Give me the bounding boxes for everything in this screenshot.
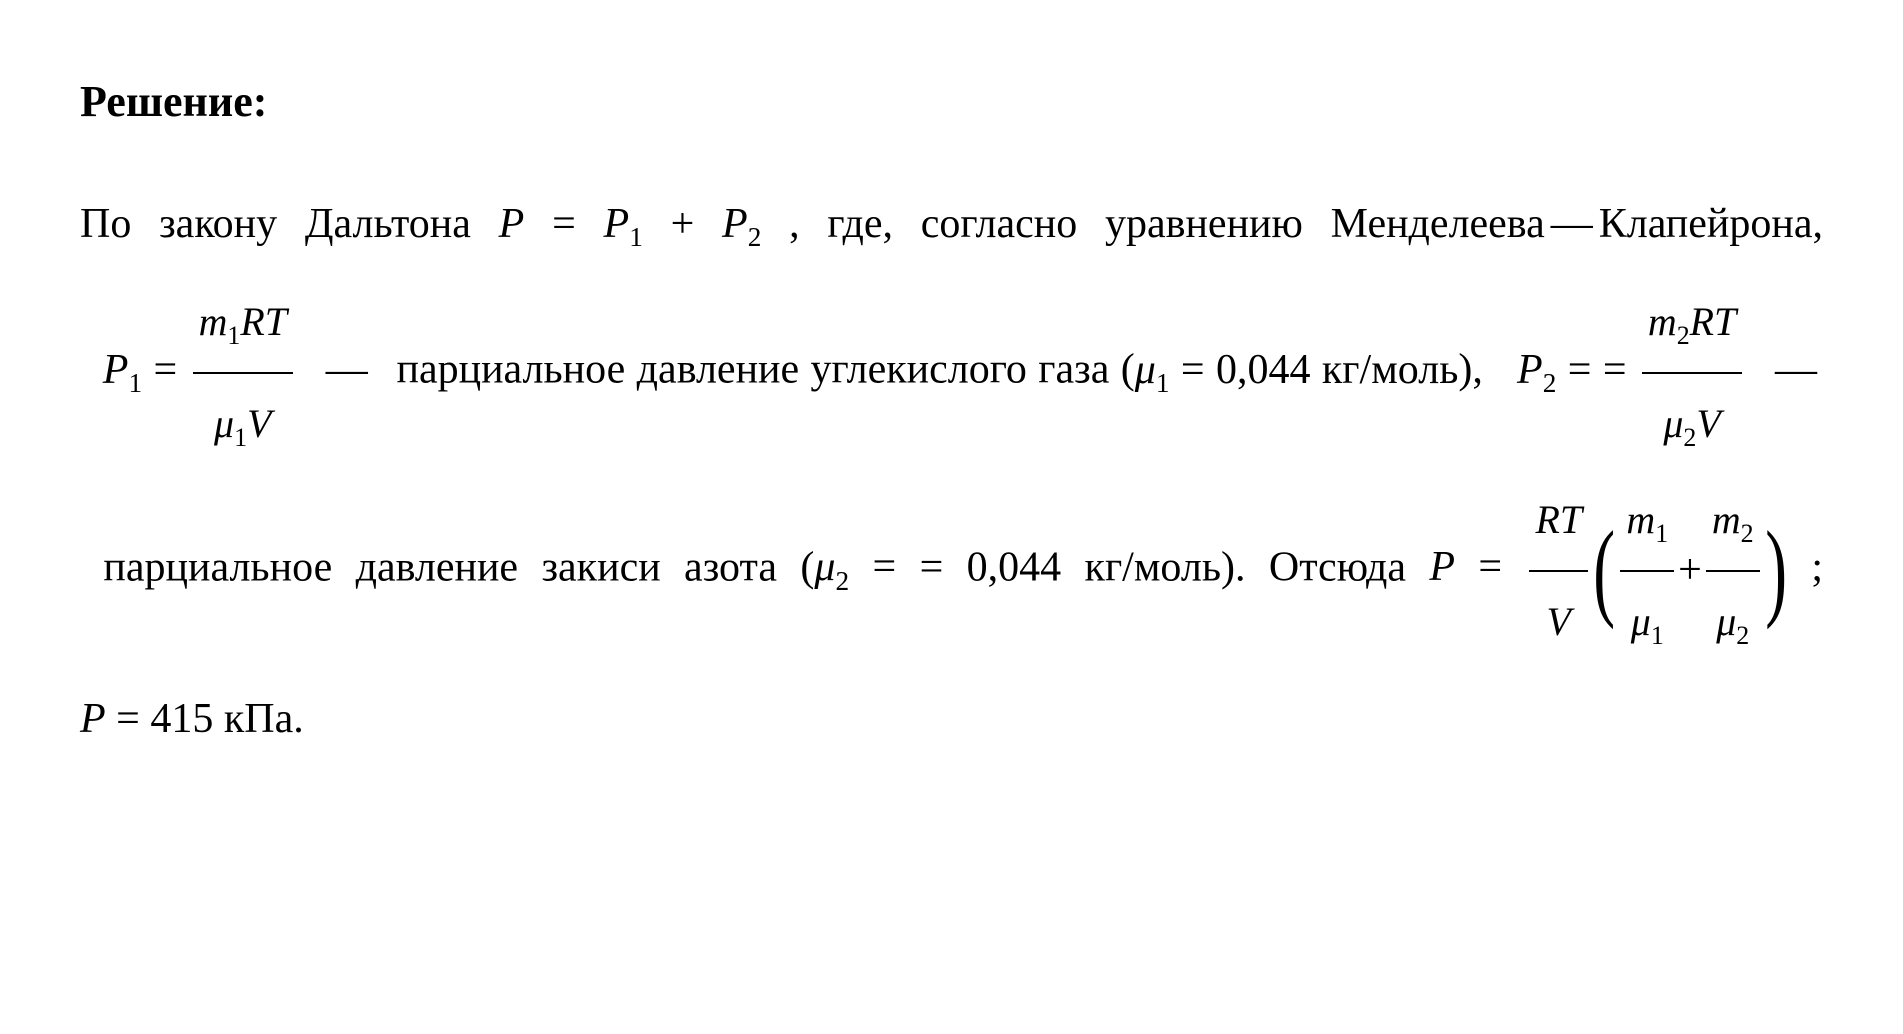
semicolon: ; — [1788, 544, 1823, 590]
text-fragment: парциальное давление закиси азота ( — [103, 544, 814, 590]
equation-p2-cont: = m2RTμ2V — [1603, 347, 1746, 393]
subscript-1: 1 — [1651, 621, 1664, 650]
equation-final: P = RTV(m1μ1 + m2μ2) — [1429, 544, 1788, 590]
denominator: μ2 — [1706, 572, 1760, 670]
subscript-2: 2 — [1543, 368, 1557, 398]
result-value: 415 кПа. — [150, 696, 303, 742]
var-mu: μ — [1135, 347, 1156, 393]
subscript-2: 2 — [748, 222, 762, 252]
var-R: R — [1690, 299, 1714, 344]
var-m: m — [1626, 497, 1655, 542]
equals: = — [142, 347, 188, 393]
equation-p2-start: P2 = — [1517, 347, 1591, 393]
equation-p1: P1 = m1RTμ1V — [103, 347, 297, 393]
equals: = — [1556, 347, 1591, 393]
solution-body: По закону Дальтона P = P1 + P2 , где, со… — [80, 174, 1823, 771]
var-V: V — [1696, 401, 1720, 446]
bracket-group: (m1μ1 + m2μ2) — [1592, 472, 1788, 670]
fraction-m2-mu2: m2μ2 — [1706, 472, 1760, 670]
var-P: P — [1429, 544, 1455, 590]
subscript-2: 2 — [1683, 423, 1696, 452]
value: 0,044 кг/моль — [967, 544, 1221, 590]
var-mu: μ — [214, 401, 234, 446]
text-fragment: По закону Дальтона — [80, 201, 499, 247]
mu2-value-cont: = 0,044 кг/моль — [920, 544, 1221, 590]
text-fragment: , где, согласно уравнению Менделеева — [761, 201, 1544, 247]
equals: = — [920, 544, 967, 590]
right-paren-icon: ) — [1765, 543, 1787, 598]
emdash: — — [1775, 320, 1817, 421]
subscript-1: 1 — [1655, 519, 1668, 548]
var-V: V — [247, 401, 271, 446]
mu2-value-start: μ2 = — [814, 544, 896, 590]
var-P2: P — [1517, 347, 1543, 393]
var-mu: μ — [1631, 599, 1651, 644]
solution-heading: Решение: — [80, 60, 1823, 144]
var-P1: P — [103, 347, 129, 393]
equals: = — [524, 201, 603, 247]
equals: = — [1170, 347, 1216, 393]
equals: = — [849, 544, 896, 590]
fraction-RT-V: RT V — [1529, 472, 1588, 670]
numerator: RT — [1529, 472, 1588, 572]
plus: + — [1678, 520, 1702, 621]
subscript-2: 2 — [1736, 621, 1749, 650]
fraction: m1RTμ1V — [193, 274, 293, 472]
var-m: m — [1712, 497, 1741, 542]
denominator: μ2V — [1642, 374, 1742, 472]
emdash: — — [326, 320, 368, 421]
fraction-m1-mu1: m1μ1 — [1620, 472, 1674, 670]
var-mu: μ — [1716, 599, 1736, 644]
subscript-2: 2 — [1677, 321, 1690, 350]
var-P: P — [499, 201, 525, 247]
var-R: R — [1535, 497, 1559, 542]
var-P2: P — [722, 201, 748, 247]
var-P1: P — [604, 201, 630, 247]
equals: = — [1603, 347, 1638, 393]
var-m: m — [1648, 299, 1677, 344]
var-R: R — [240, 299, 264, 344]
var-T: T — [1560, 497, 1582, 542]
var-mu: μ — [1663, 401, 1683, 446]
subscript-2: 2 — [835, 566, 849, 596]
text-fragment: парциальное давление углекислого газа ( — [396, 347, 1134, 393]
numerator: m2RT — [1642, 274, 1742, 374]
var-mu: μ — [814, 544, 835, 590]
subscript-1: 1 — [1156, 368, 1170, 398]
numerator: m1RT — [193, 274, 293, 374]
var-P: P — [80, 696, 106, 742]
numerator: m2 — [1706, 472, 1760, 572]
var-T: T — [1714, 299, 1736, 344]
equals: = — [1455, 544, 1525, 590]
var-V: V — [1547, 599, 1571, 644]
subscript-2: 2 — [1741, 519, 1754, 548]
subscript-1: 1 — [234, 423, 247, 452]
var-m: m — [199, 299, 228, 344]
denominator: V — [1529, 572, 1588, 670]
text-fragment: Клапейрона, — [1599, 201, 1823, 247]
fraction: m2RTμ2V — [1642, 274, 1742, 472]
text-fragment: ), — [1458, 347, 1494, 393]
plus: + — [643, 201, 722, 247]
denominator: μ1V — [193, 374, 293, 472]
subscript-1: 1 — [227, 321, 240, 350]
text-fragment: ). Отсюда — [1221, 544, 1429, 590]
emdash: — — [1551, 174, 1593, 275]
result: P = 415 кПа. — [80, 696, 304, 742]
equals: = — [106, 696, 151, 742]
equation-dalton: P = P1 + P2 — [499, 201, 762, 247]
subscript-1: 1 — [629, 222, 643, 252]
value: 0,044 кг/моль — [1216, 347, 1458, 393]
denominator: μ1 — [1620, 572, 1674, 670]
var-T: T — [265, 299, 287, 344]
subscript-1: 1 — [128, 368, 142, 398]
left-paren-icon: ( — [1593, 543, 1615, 598]
mu1-value: μ1 = 0,044 кг/моль — [1135, 347, 1459, 393]
numerator: m1 — [1620, 472, 1674, 572]
